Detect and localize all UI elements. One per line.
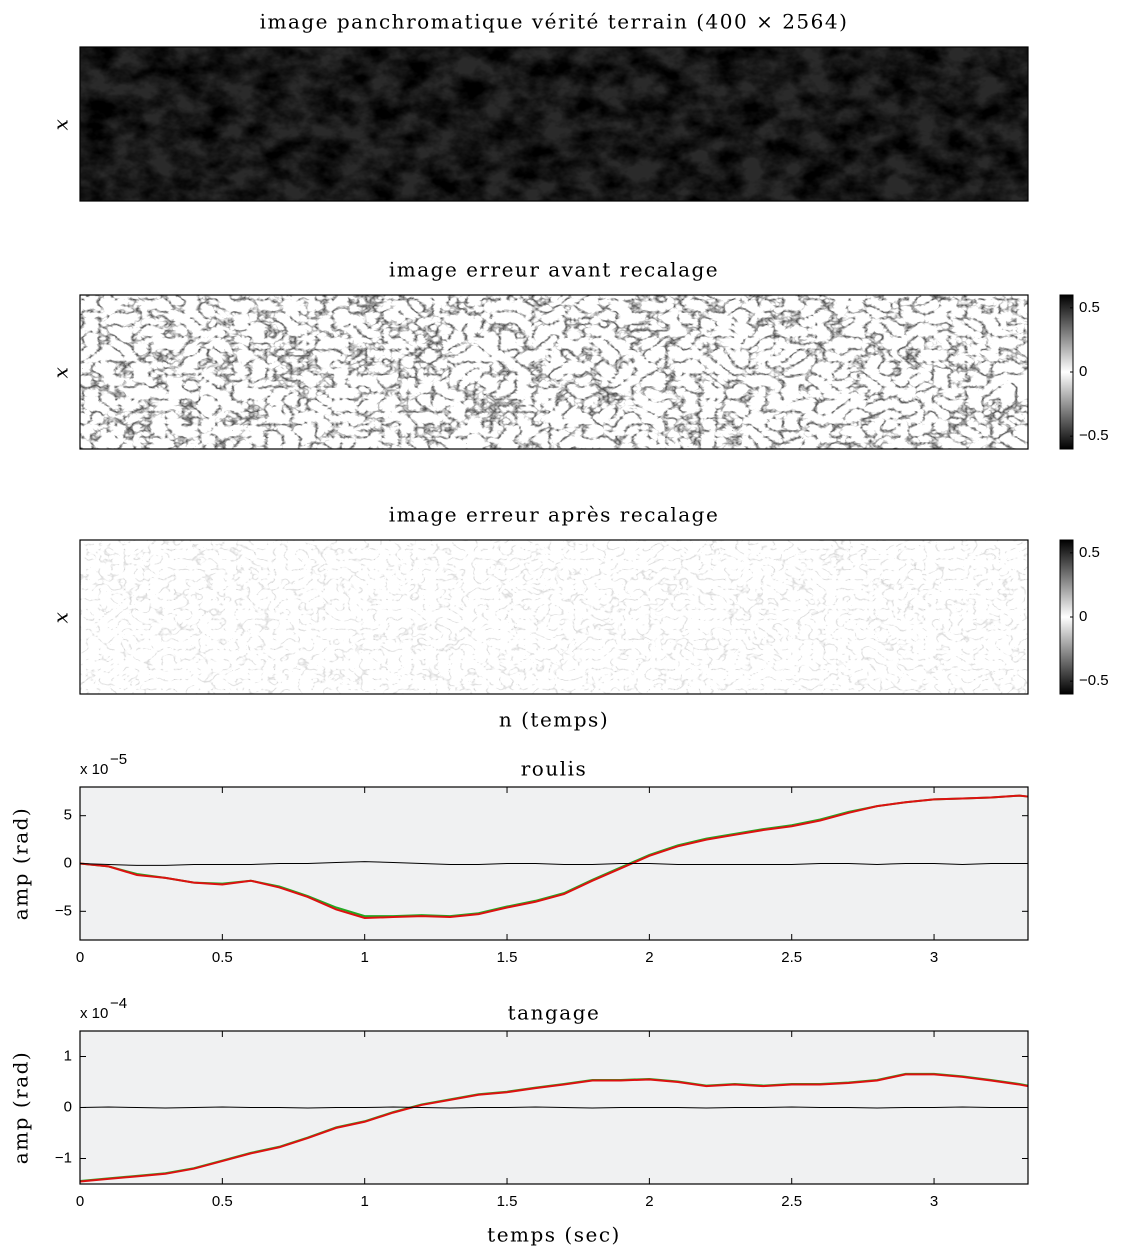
x-tick-label: 2	[645, 949, 653, 966]
plot-frame	[79, 1030, 1029, 1185]
y-tick-label: 5	[64, 807, 72, 824]
y-tick-label: 1	[64, 1047, 72, 1064]
panel-title: image panchromatique vérité terrain (400…	[260, 10, 849, 34]
y-tick-label: 0	[64, 854, 72, 871]
y-axis-label: x	[49, 366, 73, 379]
colorbar-tick-label: −0.5	[1079, 427, 1109, 444]
image-frame	[79, 46, 1029, 202]
x-tick-label: 3	[930, 949, 938, 966]
x-tick-label: 0	[76, 1193, 84, 1210]
y-axis-label: x	[49, 611, 73, 624]
image-texture	[80, 47, 1028, 201]
plot-background	[80, 787, 1028, 940]
colorbar-tick-label: 0.5	[1079, 299, 1100, 316]
panel-title: roulis	[521, 757, 588, 781]
y-axis-label: amp (rad)	[9, 1051, 33, 1164]
x-tick-label: 1.5	[497, 949, 518, 966]
data-line	[79, 1106, 1028, 1109]
x-axis-label: n (temps)	[499, 708, 609, 732]
panel-title: image erreur avant recalage	[389, 258, 719, 282]
x-tick-label: 2	[645, 1193, 653, 1210]
data-line	[79, 794, 1029, 920]
x-tick-label: 1	[361, 949, 369, 966]
scale-label: x 10	[80, 761, 108, 778]
panel-title: tangage	[508, 1001, 601, 1025]
colorbar-tick-label: 0	[1079, 363, 1087, 380]
y-axis-label: amp (rad)	[9, 807, 33, 920]
y-tick-label: −1	[55, 1149, 72, 1166]
x-tick-label: 0.5	[212, 949, 233, 966]
panel-title: image erreur après recalage	[389, 503, 720, 527]
image-frame	[79, 539, 1029, 695]
y-tick-label: −5	[55, 902, 72, 919]
scale-exponent: −4	[110, 995, 127, 1012]
x-tick-label: 3	[930, 1193, 938, 1210]
colorbar-tick-label: 0.5	[1079, 544, 1100, 561]
colorbar-tick-label: −0.5	[1079, 672, 1109, 689]
x-tick-label: 1.5	[497, 1193, 518, 1210]
x-axis-label: temps (sec)	[487, 1223, 621, 1247]
data-line	[79, 1073, 1029, 1183]
y-axis-label: x	[49, 118, 73, 131]
data-line	[79, 861, 1028, 866]
image-texture	[80, 295, 1028, 449]
colorbar-tick-label: 0	[1079, 608, 1087, 625]
x-tick-label: 0.5	[212, 1193, 233, 1210]
scale-label: x 10	[80, 1005, 108, 1022]
image-frame	[79, 294, 1029, 450]
x-tick-label: 1	[361, 1193, 369, 1210]
plot-frame	[79, 786, 1029, 941]
x-tick-label: 0	[76, 949, 84, 966]
image-texture	[80, 540, 1028, 694]
scale-exponent: −5	[110, 751, 127, 768]
y-tick-label: 0	[64, 1098, 72, 1115]
x-tick-label: 2.5	[781, 949, 802, 966]
x-tick-label: 2.5	[781, 1193, 802, 1210]
